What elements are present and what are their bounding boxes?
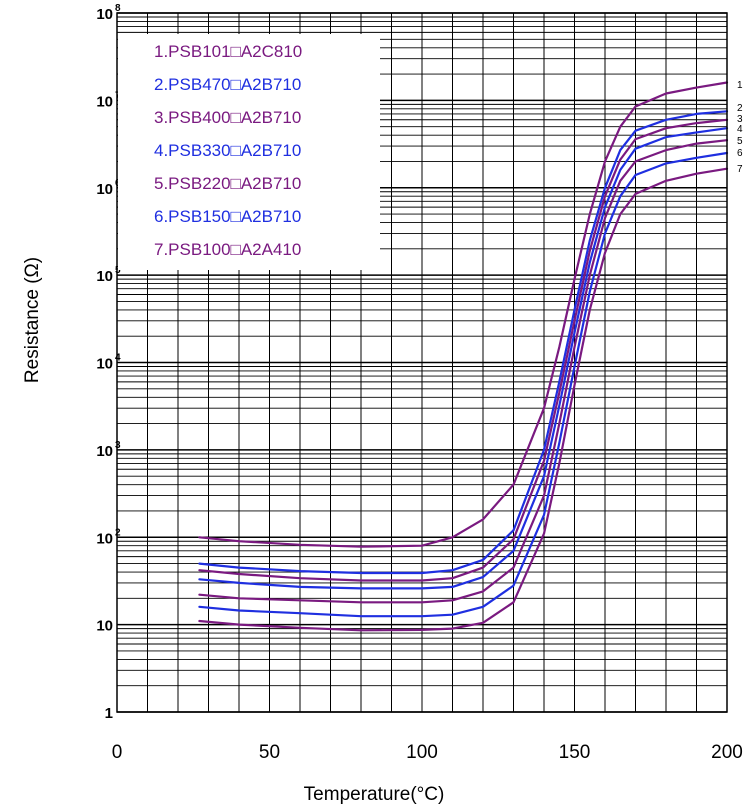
legend-label: 2.PSB470□A2B710 bbox=[154, 75, 302, 94]
y-tick-label: 10 bbox=[96, 443, 113, 460]
series-line-7 bbox=[198, 167, 729, 632]
legend-label: 6.PSB150□A2B710 bbox=[154, 207, 302, 226]
y-tick-exponent: 8 bbox=[115, 3, 121, 14]
y-tick-exponent: 2 bbox=[115, 527, 121, 538]
y-axis-label: Resistance (Ω) bbox=[22, 256, 43, 384]
x-tick-label: 100 bbox=[406, 742, 438, 763]
x-tick-label: 0 bbox=[112, 742, 123, 763]
legend-label: 5.PSB220□A2B710 bbox=[154, 174, 302, 193]
y-tick-label: 10 bbox=[96, 268, 113, 285]
x-tick-label: 150 bbox=[559, 742, 591, 763]
x-axis-label: Temperature(°C) bbox=[303, 784, 445, 805]
series-end-label: 2 bbox=[737, 103, 743, 114]
y-tick-exponent: 3 bbox=[115, 440, 121, 451]
series-line-6 bbox=[198, 151, 729, 618]
legend-item: 3.PSB400□A2B710 bbox=[154, 108, 301, 128]
series-end-label: 1 bbox=[737, 80, 743, 91]
series-line-1 bbox=[198, 81, 729, 548]
x-tick-label: 200 bbox=[711, 742, 743, 763]
legend-label: 7.PSB100□A2A410 bbox=[154, 240, 302, 259]
legend-item: 2.PSB470□A2B710 bbox=[154, 75, 301, 95]
axes bbox=[116, 12, 728, 713]
legend-item: 5.PSB220□A2B710 bbox=[154, 174, 301, 194]
series-end-label: 5 bbox=[737, 136, 743, 147]
series-end-label: 3 bbox=[737, 114, 743, 125]
legend: 1.PSB101□A2C810 2.PSB470□A2B710 3.PSB400□A… bbox=[118, 34, 380, 270]
y-tick-label: 1 bbox=[105, 705, 113, 722]
y-tick-label: 10 bbox=[96, 530, 113, 547]
series-end-label: 4 bbox=[737, 124, 743, 135]
y-tick-label: 10 bbox=[96, 618, 113, 635]
series-line-2 bbox=[198, 110, 729, 575]
series-line-5 bbox=[198, 139, 729, 604]
plot-frame bbox=[116, 12, 728, 713]
legend-item: 6.PSB150□A2B710 bbox=[154, 207, 301, 227]
x-tick-label: 50 bbox=[259, 742, 280, 763]
legend-item: 1.PSB101□A2C810 bbox=[154, 42, 302, 62]
y-tick-exponent: 4 bbox=[115, 353, 121, 364]
series-end-label: 7 bbox=[737, 164, 743, 175]
y-tick-label: 10 bbox=[96, 93, 113, 110]
legend-item: 7.PSB100□A2A410 bbox=[154, 240, 301, 260]
y-tick-label: 10 bbox=[96, 356, 113, 373]
series-line-4 bbox=[198, 127, 729, 590]
y-tick-label: 10 bbox=[96, 181, 113, 198]
y-tick-label: 10 bbox=[96, 6, 113, 23]
legend-label: 3.PSB400□A2B710 bbox=[154, 108, 302, 127]
legend-label: 4.PSB330□A2B710 bbox=[154, 141, 302, 160]
series-line-3 bbox=[198, 118, 729, 582]
series-end-label: 6 bbox=[737, 148, 743, 159]
legend-item: 4.PSB330□A2B710 bbox=[154, 141, 301, 161]
series-lines bbox=[198, 81, 729, 632]
y-tick-exponent: 5 bbox=[115, 265, 121, 276]
legend-label: 1.PSB101□A2C810 bbox=[154, 42, 303, 61]
